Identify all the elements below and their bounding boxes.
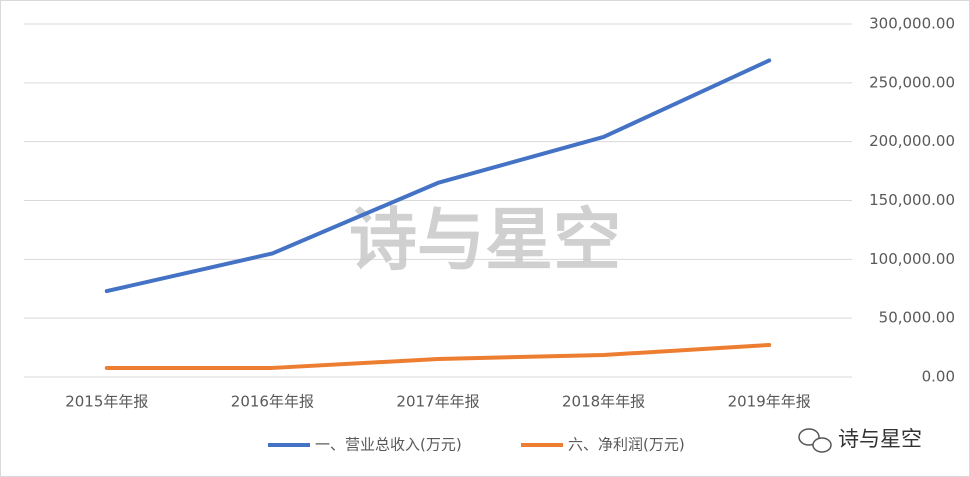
x-tick-label: 2016年年报 — [231, 393, 314, 411]
x-tick-label: 2015年年报 — [65, 393, 148, 411]
series-line — [104, 58, 772, 294]
y-tick-label: 0.00 — [922, 368, 955, 386]
wechat-icon — [798, 428, 832, 453]
x-tick-label: 2019年年报 — [728, 393, 811, 411]
y-tick-label: 50,000.00 — [879, 309, 955, 327]
legend-label: 六、净利润(万元) — [568, 436, 685, 454]
brand: 诗与星空 — [838, 427, 922, 451]
series-line — [104, 342, 772, 371]
x-tick-label: 2018年年报 — [562, 393, 645, 411]
y-tick-label: 300,000.00 — [869, 15, 955, 33]
y-tick-label: 100,000.00 — [869, 250, 955, 268]
legend-label: 一、营业总收入(万元) — [315, 436, 462, 454]
x-tick-label: 2017年年报 — [396, 393, 479, 411]
y-tick-label: 200,000.00 — [869, 132, 955, 150]
y-tick-label: 150,000.00 — [869, 191, 955, 209]
watermark: 诗与星空 — [349, 202, 621, 281]
y-tick-label: 250,000.00 — [869, 73, 955, 91]
